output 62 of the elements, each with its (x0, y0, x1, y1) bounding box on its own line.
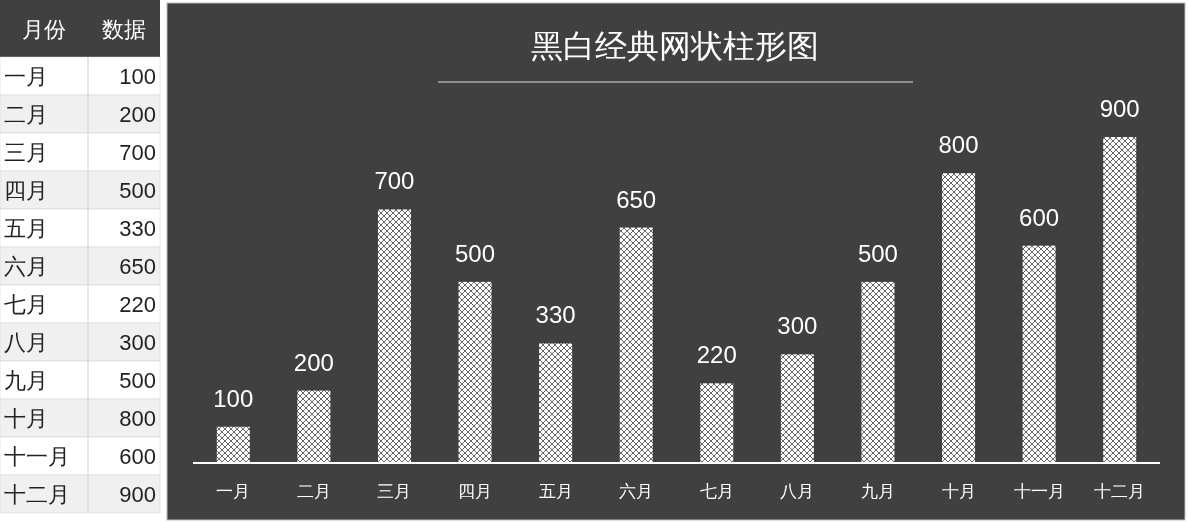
data-label: 500 (119, 178, 156, 203)
category-label: 十一月 (4, 444, 70, 469)
x-tick-label: 十月 (941, 482, 976, 501)
data-label: 200 (119, 102, 156, 127)
x-tick-label: 五月 (538, 482, 573, 501)
data-label: 220 (119, 292, 156, 317)
bar (1103, 137, 1137, 463)
data-label: 650 (616, 185, 657, 213)
data-label: 600 (119, 444, 156, 469)
bar (458, 281, 492, 463)
category-label: 九月 (4, 368, 48, 393)
category-label: 五月 (4, 216, 48, 241)
x-tick-label: 二月 (296, 482, 331, 501)
data-label: 500 (857, 239, 898, 267)
data-label: 330 (119, 216, 156, 241)
category-label: 七月 (4, 292, 48, 317)
x-tick-label: 七月 (699, 482, 734, 501)
bar (539, 343, 573, 463)
bar (861, 281, 895, 463)
bar (700, 383, 734, 463)
data-label: 650 (119, 254, 156, 279)
bar (377, 209, 411, 463)
text: 数据 (102, 16, 146, 42)
category-label: 一月 (4, 64, 48, 89)
bar (297, 390, 331, 463)
data-label: 700 (119, 140, 156, 165)
category-label: 八月 (4, 330, 48, 355)
data-label: 900 (119, 482, 156, 507)
x-tick-label: 六月 (619, 482, 654, 501)
data-label: 500 (455, 239, 496, 267)
data-label: 100 (119, 64, 156, 89)
x-tick-label: 四月 (458, 482, 493, 501)
x-tick-label: 一月 (216, 482, 251, 501)
category-label: 三月 (4, 140, 48, 165)
bar (1022, 245, 1056, 463)
bar (780, 354, 814, 463)
text: 月份 (22, 16, 66, 42)
data-label: 700 (374, 167, 415, 195)
data-label: 200 (293, 348, 334, 376)
x-tick-label: 九月 (860, 482, 895, 501)
data-label: 800 (119, 406, 156, 431)
x-tick-label: 八月 (780, 482, 815, 501)
data-label: 300 (777, 312, 818, 340)
data-label: 330 (535, 301, 576, 329)
bar (942, 173, 976, 463)
category-label: 六月 (4, 254, 48, 279)
data-label: 220 (696, 341, 737, 369)
data-label: 600 (1019, 203, 1060, 231)
data-label: 100 (213, 384, 254, 412)
x-tick-label: 十一月 (1013, 482, 1065, 501)
data-label: 500 (119, 368, 156, 393)
bar (619, 227, 653, 463)
chart-title: 黑白经典网状柱形图 (531, 28, 819, 64)
data-label: 300 (119, 330, 156, 355)
data-label: 800 (938, 131, 979, 159)
category-label: 十月 (4, 406, 48, 431)
bar (216, 426, 250, 463)
data-label: 900 (1099, 95, 1140, 122)
category-label: 四月 (4, 178, 48, 203)
x-tick-label: 十二月 (1094, 482, 1146, 501)
x-tick-label: 三月 (377, 482, 412, 501)
category-label: 二月 (4, 102, 48, 127)
